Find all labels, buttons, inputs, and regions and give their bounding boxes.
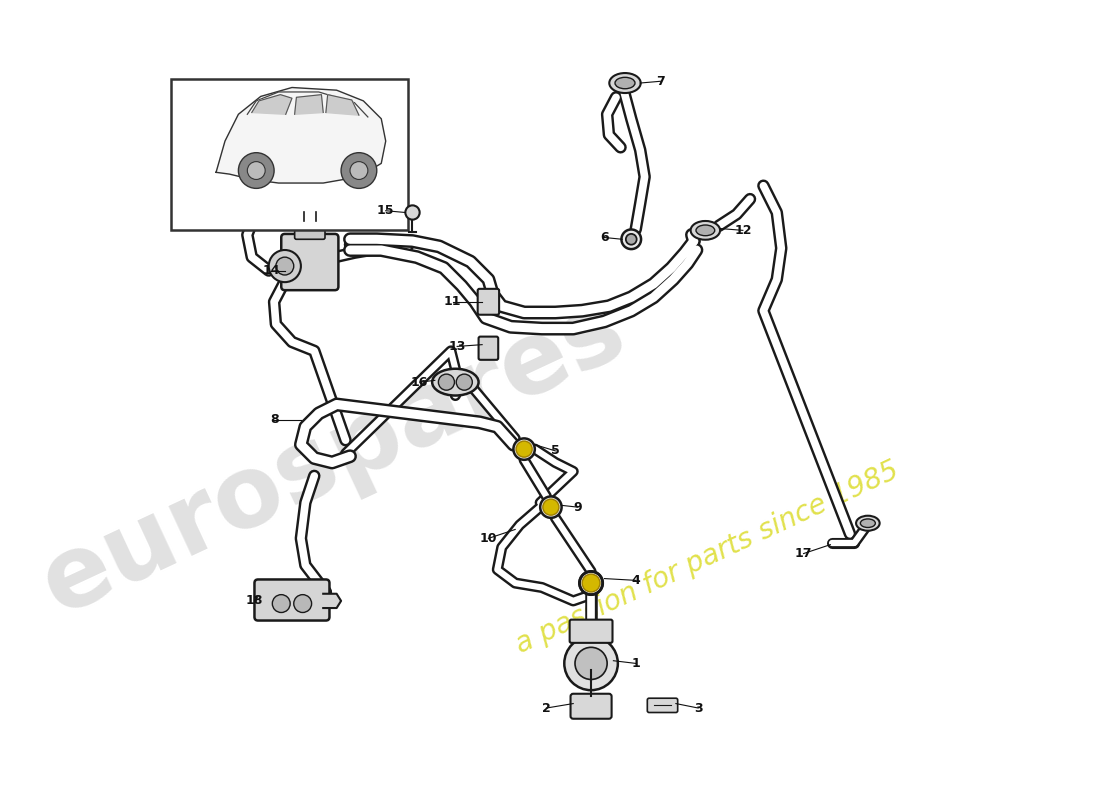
Circle shape — [621, 230, 641, 249]
Circle shape — [544, 502, 557, 513]
Circle shape — [273, 594, 290, 613]
FancyBboxPatch shape — [477, 289, 499, 314]
Ellipse shape — [609, 73, 640, 93]
Circle shape — [239, 153, 274, 188]
Ellipse shape — [856, 516, 880, 530]
Text: 14: 14 — [263, 264, 280, 277]
Text: 10: 10 — [480, 532, 497, 545]
Polygon shape — [326, 94, 359, 115]
FancyBboxPatch shape — [254, 579, 330, 621]
Circle shape — [406, 206, 419, 220]
Circle shape — [248, 162, 265, 179]
Text: 8: 8 — [270, 413, 278, 426]
Ellipse shape — [432, 369, 478, 395]
Circle shape — [341, 153, 377, 188]
Bar — [172, 78, 408, 230]
Polygon shape — [252, 94, 292, 114]
Text: eurospares: eurospares — [28, 280, 641, 634]
Polygon shape — [295, 94, 323, 114]
Circle shape — [268, 250, 301, 282]
Circle shape — [540, 497, 562, 518]
FancyBboxPatch shape — [570, 620, 613, 643]
Text: 5: 5 — [551, 444, 560, 458]
Text: 16: 16 — [411, 376, 428, 389]
Circle shape — [543, 499, 559, 515]
Polygon shape — [323, 594, 341, 608]
Ellipse shape — [696, 225, 715, 236]
Ellipse shape — [615, 78, 635, 89]
Circle shape — [439, 374, 454, 390]
Circle shape — [456, 374, 472, 390]
Text: 15: 15 — [377, 204, 395, 218]
Text: 4: 4 — [631, 574, 640, 587]
Circle shape — [626, 234, 637, 245]
Circle shape — [582, 574, 600, 592]
Circle shape — [294, 594, 311, 613]
FancyBboxPatch shape — [282, 234, 339, 290]
FancyBboxPatch shape — [295, 220, 324, 239]
Circle shape — [518, 443, 530, 455]
Text: 3: 3 — [694, 702, 703, 714]
Text: 12: 12 — [734, 224, 751, 237]
Circle shape — [350, 162, 367, 179]
Circle shape — [564, 637, 618, 690]
Text: 13: 13 — [449, 340, 465, 353]
Ellipse shape — [860, 519, 876, 527]
Text: 18: 18 — [245, 594, 263, 607]
Ellipse shape — [691, 221, 720, 240]
Circle shape — [585, 577, 597, 590]
Text: 2: 2 — [542, 702, 551, 714]
Circle shape — [276, 257, 294, 275]
Polygon shape — [216, 87, 386, 183]
FancyBboxPatch shape — [647, 698, 678, 713]
Text: 17: 17 — [795, 547, 812, 560]
Text: 9: 9 — [573, 501, 582, 514]
Circle shape — [514, 438, 535, 460]
Text: 6: 6 — [601, 231, 608, 244]
Text: a passion for parts since 1985: a passion for parts since 1985 — [512, 456, 903, 658]
Text: 11: 11 — [444, 295, 461, 308]
Text: 1: 1 — [631, 657, 640, 670]
Circle shape — [575, 647, 607, 679]
FancyBboxPatch shape — [478, 337, 498, 360]
Circle shape — [516, 441, 532, 457]
Text: 7: 7 — [657, 74, 665, 88]
FancyBboxPatch shape — [571, 694, 612, 718]
Circle shape — [580, 571, 603, 594]
